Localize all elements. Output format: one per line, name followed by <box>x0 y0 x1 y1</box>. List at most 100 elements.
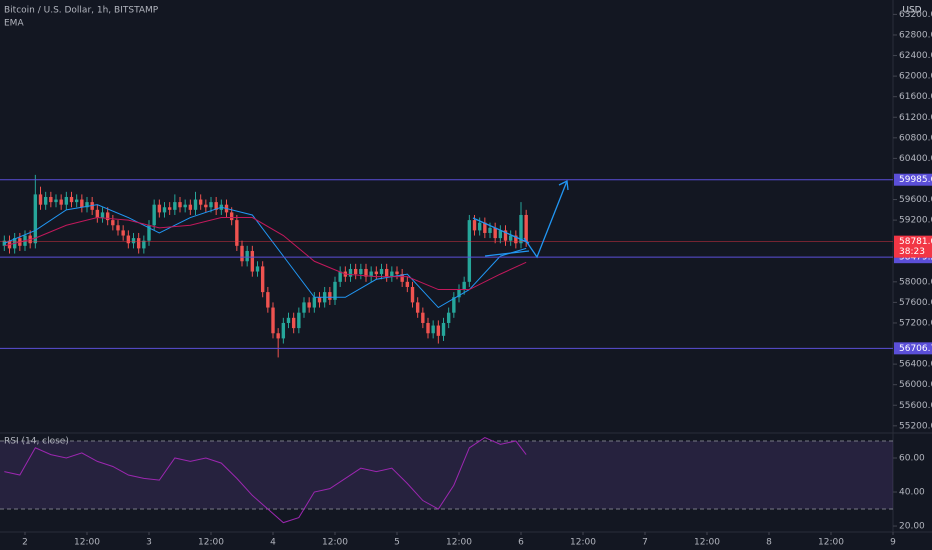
candle-body <box>245 250 249 262</box>
candle-body <box>131 238 136 244</box>
candle-body <box>229 212 234 221</box>
y-tick-label: 55600.00 <box>899 401 932 411</box>
candle-body <box>286 317 291 323</box>
candle-body <box>105 212 110 221</box>
candle-body <box>69 196 74 203</box>
candle-body <box>446 312 451 323</box>
candle-body <box>291 317 296 329</box>
x-tick-label: 12:00 <box>198 538 224 548</box>
candle-body <box>364 268 368 277</box>
candle-body <box>467 220 472 282</box>
candle-body <box>116 225 120 231</box>
candle-body <box>178 202 182 208</box>
candle-body <box>307 302 311 308</box>
candle-body <box>328 292 332 300</box>
candle-body <box>240 245 244 262</box>
ema-line <box>4 217 527 291</box>
candle-body <box>503 230 508 241</box>
candle-body <box>59 199 63 205</box>
arrow <box>523 180 568 259</box>
candle-body <box>167 207 172 210</box>
candle-body <box>85 202 89 208</box>
x-tick-label: 3 <box>146 538 152 548</box>
x-tick-label: 6 <box>518 538 524 548</box>
candle-body <box>38 194 43 205</box>
candle-body <box>333 281 337 300</box>
drawings <box>472 180 569 259</box>
current-price-label: 58781.00 <box>899 237 932 247</box>
plot <box>0 13 897 535</box>
candle-body <box>266 292 270 308</box>
y-tick-label: 57200.00 <box>899 318 932 328</box>
candle-body <box>147 225 151 241</box>
candle-body <box>33 194 38 244</box>
x-tick-label: 9 <box>890 538 896 548</box>
candle-body <box>255 266 260 272</box>
x-tick-label: 5 <box>394 538 400 548</box>
candle-body <box>126 235 131 244</box>
x-tick-label: 4 <box>270 538 276 548</box>
candle-body <box>524 214 528 242</box>
candle-body <box>348 268 353 277</box>
rsi-title: RSI (14, close) <box>4 437 69 447</box>
candle-body <box>54 199 58 203</box>
candle-body <box>421 312 425 323</box>
candle-body <box>441 322 446 336</box>
candle-body <box>281 322 286 339</box>
wedge-line <box>484 250 530 257</box>
candle-body <box>209 202 213 208</box>
y-tick-label: 61600.00 <box>899 92 932 102</box>
candle-body <box>80 199 84 208</box>
y-tick-label: 56000.00 <box>899 380 932 390</box>
y-tick-label: 60.00 <box>899 453 925 463</box>
candle-body <box>183 204 187 208</box>
chart-title: Bitcoin / U.S. Dollar, 1h, BITSTAMP <box>4 6 159 16</box>
rsi-band <box>0 440 893 510</box>
candle-body <box>384 268 389 277</box>
y-tick-label: 60800.00 <box>899 133 932 143</box>
x-tick-label: 12:00 <box>818 538 844 548</box>
x-tick-label: 12:00 <box>694 538 720 548</box>
candle-body <box>436 325 441 336</box>
y-tick-label: 20.00 <box>899 522 925 532</box>
candle-body <box>235 220 239 246</box>
candle-body <box>193 199 198 210</box>
candle-body <box>43 196 48 205</box>
candle-body <box>353 268 358 275</box>
x-tick-label: 12:00 <box>570 538 596 548</box>
y-tick-label: 59600.00 <box>899 195 932 205</box>
y-tick-label: 63200.00 <box>899 10 932 20</box>
candle-body <box>431 325 435 334</box>
rsi-line <box>4 437 527 524</box>
y-tick-label: 40.00 <box>899 488 925 498</box>
candle-body <box>483 222 487 233</box>
x-tick-label: 8 <box>766 538 772 548</box>
y-tick-label: 60400.00 <box>899 154 932 164</box>
candle-body <box>260 266 265 293</box>
candle-body <box>276 333 280 339</box>
candle-body <box>514 235 518 244</box>
level-label-bg <box>894 173 932 186</box>
candle-body <box>488 227 492 233</box>
candle-body <box>400 274 404 282</box>
x-tick-label: 12:00 <box>322 538 348 548</box>
wedge-line <box>472 217 530 244</box>
candle-body <box>338 271 342 282</box>
y-tick-label: 55200.00 <box>899 421 932 431</box>
candle-body <box>426 322 430 334</box>
candle-body <box>95 209 100 218</box>
candle-body <box>359 268 363 275</box>
candle-body <box>457 289 461 298</box>
x-tick-label: 2 <box>22 538 28 548</box>
candle-body <box>374 271 379 275</box>
candle-body <box>136 238 141 249</box>
indicator-label: EMA <box>4 19 24 29</box>
candle-body <box>214 202 218 210</box>
candle-body <box>312 297 317 308</box>
candle-body <box>111 220 115 226</box>
y-tick-label: 58000.00 <box>899 277 932 287</box>
candle-body <box>204 204 208 208</box>
candle-body <box>302 302 306 313</box>
candle-body <box>121 230 125 236</box>
